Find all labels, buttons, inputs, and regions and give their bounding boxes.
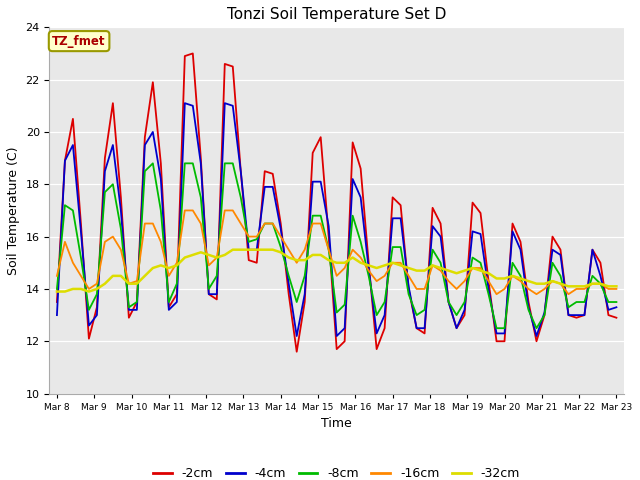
Title: Tonzi Soil Temperature Set D: Tonzi Soil Temperature Set D: [227, 7, 446, 22]
X-axis label: Time: Time: [321, 417, 352, 430]
Y-axis label: Soil Temperature (C): Soil Temperature (C): [7, 146, 20, 275]
Legend: -2cm, -4cm, -8cm, -16cm, -32cm: -2cm, -4cm, -8cm, -16cm, -32cm: [148, 462, 525, 480]
Text: TZ_fmet: TZ_fmet: [52, 35, 106, 48]
